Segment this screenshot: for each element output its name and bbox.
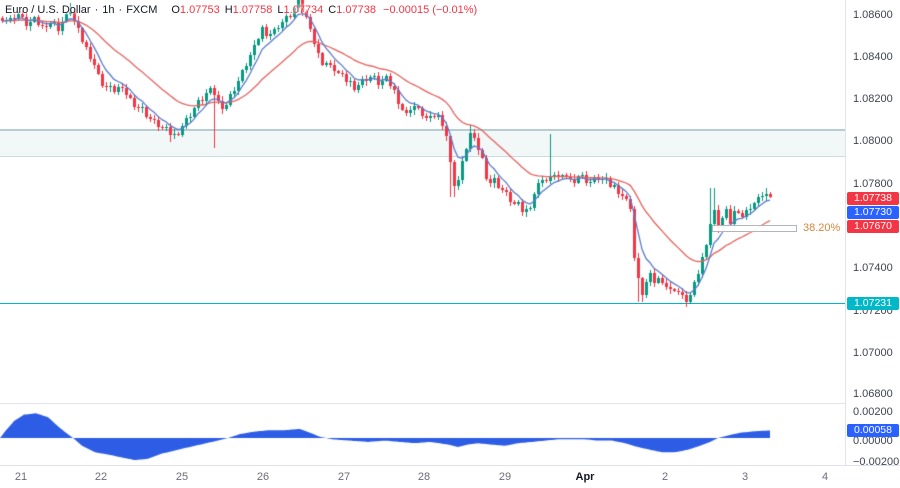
price-axis[interactable]: 1.08600 1.08400 1.08200 1.08000 1.07800 1.074… xyxy=(845,0,900,468)
interval-label[interactable]: 1h xyxy=(102,4,115,16)
time-axis-label-apr: Apr xyxy=(575,471,595,483)
open-label: O xyxy=(171,4,180,16)
price-axis-label: 0.00200 xyxy=(853,406,893,418)
time-axis-label-25: 25 xyxy=(175,471,189,483)
price-axis-label: 1.08000 xyxy=(853,135,893,147)
fib-retracement-level-box[interactable] xyxy=(712,225,797,232)
low-value: 1.07734 xyxy=(283,4,324,16)
high-value: 1.07758 xyxy=(232,4,273,16)
ma-fast-value-badge: 1.07730 xyxy=(847,206,899,219)
time-axis-label-4: 4 xyxy=(821,471,829,483)
chart-plot-area[interactable]: 38.20% Euro / U.S. Dollar · 1h · FXCM O1.0775… xyxy=(0,0,845,465)
time-axis-label-27: 27 xyxy=(337,471,351,483)
price-axis-label: 1.08400 xyxy=(853,51,893,63)
price-axis-label: 0.00000 xyxy=(853,435,893,447)
price-axis-label: 1.06800 xyxy=(853,388,893,400)
ma-slow-value-badge: 1.07670 xyxy=(847,220,899,233)
horizontal-support-line-badge: 1.07231 xyxy=(847,297,899,310)
price-axis-label: 1.08600 xyxy=(853,9,893,21)
legend-separator: · xyxy=(118,4,123,16)
close-value: 1.07738 xyxy=(336,4,377,16)
exchange-label[interactable]: FXCM xyxy=(126,4,158,16)
open-value: 1.07753 xyxy=(179,4,220,16)
time-axis-label-2: 2 xyxy=(661,471,669,483)
time-axis-label-3: 3 xyxy=(741,471,749,483)
price-axis-label: 1.07400 xyxy=(853,262,893,274)
symbol-name[interactable]: Euro / U.S. Dollar xyxy=(5,4,91,16)
low-label: L xyxy=(277,4,284,16)
price-axis-label: 1.08200 xyxy=(853,93,893,105)
time-axis-label-29: 29 xyxy=(498,471,512,483)
legend-separator: · xyxy=(94,4,99,16)
time-axis-label-21: 21 xyxy=(14,471,28,483)
time-axis-label-26: 26 xyxy=(256,471,270,483)
last-price-badge: 1.07738 xyxy=(847,192,899,205)
time-axis-label-22: 22 xyxy=(94,471,108,483)
close-label: C xyxy=(328,4,337,16)
change-value: −0.00015 (−0.01%) xyxy=(383,4,478,16)
ohlc-readout: O1.07753 H1.07758 L1.07734 C1.07738 −0.00015… xyxy=(166,4,477,16)
oscillator-value-badge: 0.00058 xyxy=(847,424,899,437)
price-axis-label: 1.07800 xyxy=(853,178,893,190)
symbol-legend: Euro / U.S. Dollar · 1h · FXCM O1.07753 H1.077… xyxy=(5,3,477,17)
time-axis[interactable]: 21 22 25 26 27 28 29 Apr 2 3 4 xyxy=(0,465,900,488)
candlestick-chart-canvas[interactable] xyxy=(0,0,845,465)
time-axis-label-28: 28 xyxy=(417,471,431,483)
pane-separator[interactable] xyxy=(0,403,845,404)
fib-retracement-label: 38.20% xyxy=(803,222,841,234)
high-label: H xyxy=(224,4,233,16)
price-axis-label: 1.07000 xyxy=(853,347,893,359)
